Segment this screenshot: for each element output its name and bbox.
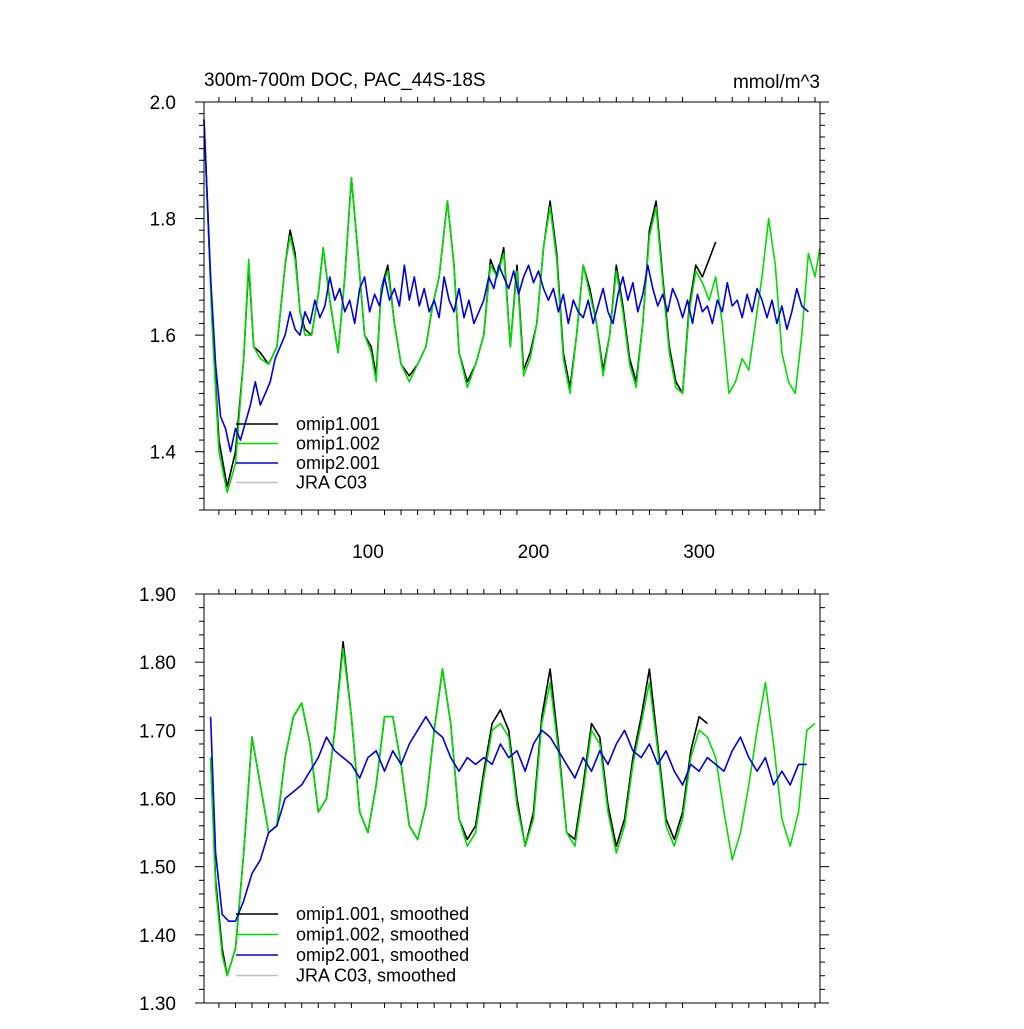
axes: 1.30 1.40 1.50 1.60 1.70 1.80 1.90 [139, 585, 829, 1015]
series-lines [209, 640, 816, 977]
x-tick-label: 300 [683, 542, 715, 563]
y-tick-label: 1.60 [139, 790, 176, 811]
y-tick-label: 1.90 [139, 585, 176, 606]
x-tick-label: 100 [352, 542, 384, 563]
series-line-3 [203, 119, 809, 453]
series-lines [203, 119, 821, 494]
y-tick-label: 1.4 [150, 443, 177, 464]
units-label: mmol/m^3 [733, 72, 820, 93]
legend-label: omip1.002 [296, 434, 380, 454]
legend-label: omip1.002, smoothed [296, 925, 469, 945]
y-tick-label: 1.40 [139, 926, 176, 947]
series-line-2 [209, 647, 816, 977]
y-tick-label: 1.30 [139, 994, 176, 1015]
legend-label: omip2.001 [296, 453, 380, 473]
y-tick-label: 1.80 [139, 653, 176, 674]
y-tick-label: 1.8 [150, 210, 176, 231]
series-line-3 [209, 715, 807, 922]
bottom-panel: 1.30 1.40 1.50 1.60 1.70 1.80 1.90 omip1.001, … [139, 585, 829, 1015]
top-panel: 300m-700m DOC, PAC_44S-18S mmol/m^3 1.41… [150, 70, 829, 563]
legend-label: JRA C03 [296, 473, 367, 493]
legend-label: omip2.001, smoothed [296, 945, 469, 965]
y-tick-label: 2.0 [150, 93, 176, 114]
legend-label: omip1.001 [296, 414, 380, 434]
axes: 1.4 1.6 1.8 2.0 100 200 300 [150, 93, 829, 563]
y-tick-label: 1.70 [139, 721, 176, 742]
y-tick-label: 1.50 [139, 858, 176, 879]
x-tick-label: 200 [518, 542, 550, 563]
legend-label: JRA C03, smoothed [296, 966, 456, 986]
legend-label: omip1.001, smoothed [296, 904, 469, 924]
chart-title: 300m-700m DOC, PAC_44S-18S [204, 70, 486, 91]
plot-frame [203, 101, 821, 511]
y-tick-label: 1.6 [150, 326, 176, 347]
